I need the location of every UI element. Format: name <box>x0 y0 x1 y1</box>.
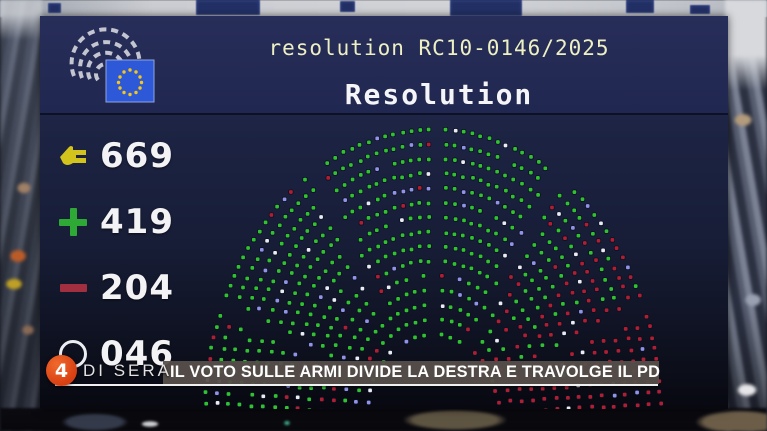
board-header <box>40 16 728 115</box>
ticker-headline: IL VOTO SULLE ARMI DIVIDE LA DESTRA E TR… <box>170 363 661 381</box>
news-ticker: IL VOTO SULLE ARMI DIVIDE LA DESTRA E TR… <box>163 361 661 384</box>
chamber-photo-bottom <box>0 408 767 431</box>
plus-icon <box>56 205 90 239</box>
hemicycle-seat-map <box>202 126 664 409</box>
wall-screen <box>340 1 355 12</box>
chamber-photo-left <box>0 0 42 431</box>
document-reference: resolution RC10-0146/2025 <box>268 36 610 60</box>
wall-screen <box>48 3 61 13</box>
stat-against: 204 <box>56 268 174 308</box>
vote-title: Resolution <box>344 78 534 111</box>
chamber-photo-right <box>725 0 767 431</box>
stat-for: 419 <box>56 202 174 242</box>
european-parliament-logo <box>69 27 155 103</box>
against-count: 204 <box>100 268 174 308</box>
wall-screen <box>450 0 522 16</box>
stat-abstain: 046 <box>56 334 174 374</box>
channel-logo: 4 DI SERA <box>46 353 176 387</box>
wall-screen <box>626 0 654 13</box>
ballot-hand-icon <box>56 139 90 173</box>
channel-logo-name: DI SERA <box>83 361 173 380</box>
present-count: 669 <box>100 136 174 176</box>
wall-screen <box>690 5 710 14</box>
ticker-underline <box>55 384 658 386</box>
wall-screen <box>196 0 260 15</box>
stat-present: 669 <box>56 136 174 176</box>
channel-logo-badge: 4 <box>46 355 77 386</box>
eu-flag-icon <box>105 59 155 103</box>
abstain-count: 046 <box>100 334 174 374</box>
chamber-photo-top-wall <box>0 0 767 17</box>
voting-display-board: resolution RC10-0146/2025 Resolution 669… <box>40 16 728 409</box>
minus-icon <box>56 271 90 305</box>
for-count: 419 <box>100 202 174 242</box>
